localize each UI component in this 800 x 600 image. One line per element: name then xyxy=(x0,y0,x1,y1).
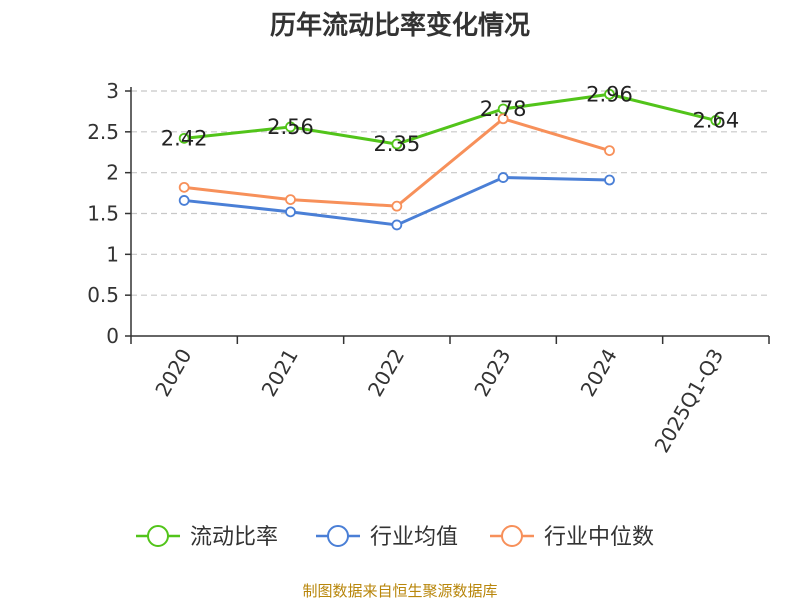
legend-marker xyxy=(501,525,523,547)
data-label: 2.42 xyxy=(161,126,208,150)
x-tick-label: 2022 xyxy=(363,345,409,401)
data-point xyxy=(285,206,296,218)
x-tick-label: 2021 xyxy=(257,345,303,401)
legend-item: 行业中位数 xyxy=(490,525,654,550)
data-label: 2.35 xyxy=(373,132,420,156)
data-point xyxy=(604,88,615,100)
data-point xyxy=(178,132,190,144)
data-point xyxy=(710,115,722,126)
y-tick-label: 1.5 xyxy=(87,202,119,226)
legend-marker xyxy=(327,525,349,547)
x-tick-label: 2023 xyxy=(469,344,515,400)
legend-marker xyxy=(147,525,169,547)
y-tick-label: 2 xyxy=(106,161,119,185)
y-tick-label: 0 xyxy=(106,324,119,348)
data-labels: 2.42 2.56 2.35 2.78 2.96 2.64 xyxy=(161,82,739,156)
legend-label: 行业中位数 xyxy=(544,525,654,550)
grid-lines xyxy=(131,90,769,296)
data-point xyxy=(391,138,403,150)
data-point xyxy=(285,194,296,206)
series-line-0 xyxy=(182,92,718,146)
data-point xyxy=(285,121,296,133)
x-tick-label: 2020 xyxy=(150,345,196,401)
data-label: 2.64 xyxy=(692,108,739,132)
y-tick-label: 1 xyxy=(106,242,119,266)
series xyxy=(178,88,722,231)
data-label: 2.56 xyxy=(267,115,314,139)
x-tick-label: 2025Q1-Q3 xyxy=(649,345,728,457)
legend-item: 流动比率 xyxy=(136,525,278,550)
y-tick-label: 3 xyxy=(106,79,119,103)
legend-label: 行业均值 xyxy=(370,525,458,550)
legend-label: 流动比率 xyxy=(190,525,278,550)
chart-title: 历年流动比率变化情况 xyxy=(270,10,530,41)
data-label: 2.78 xyxy=(480,97,527,121)
data-point xyxy=(604,145,615,157)
data-point xyxy=(497,113,509,125)
legend-item: 行业均值 xyxy=(316,525,458,550)
data-point xyxy=(178,181,190,193)
data-label: 2.96 xyxy=(586,82,633,106)
legend: 流动比率 行业均值 行业中位数 xyxy=(136,525,654,550)
data-point xyxy=(391,219,403,231)
data-point xyxy=(391,200,403,212)
data-point xyxy=(178,195,190,206)
y-tick-label: 0.5 xyxy=(87,283,119,307)
source-note: 制图数据来自恒生聚源数据库 xyxy=(302,582,497,600)
x-tick-label: 2024 xyxy=(576,345,622,401)
y-tick-label: 2.5 xyxy=(87,120,119,144)
data-point xyxy=(497,172,509,183)
data-point xyxy=(604,174,615,186)
